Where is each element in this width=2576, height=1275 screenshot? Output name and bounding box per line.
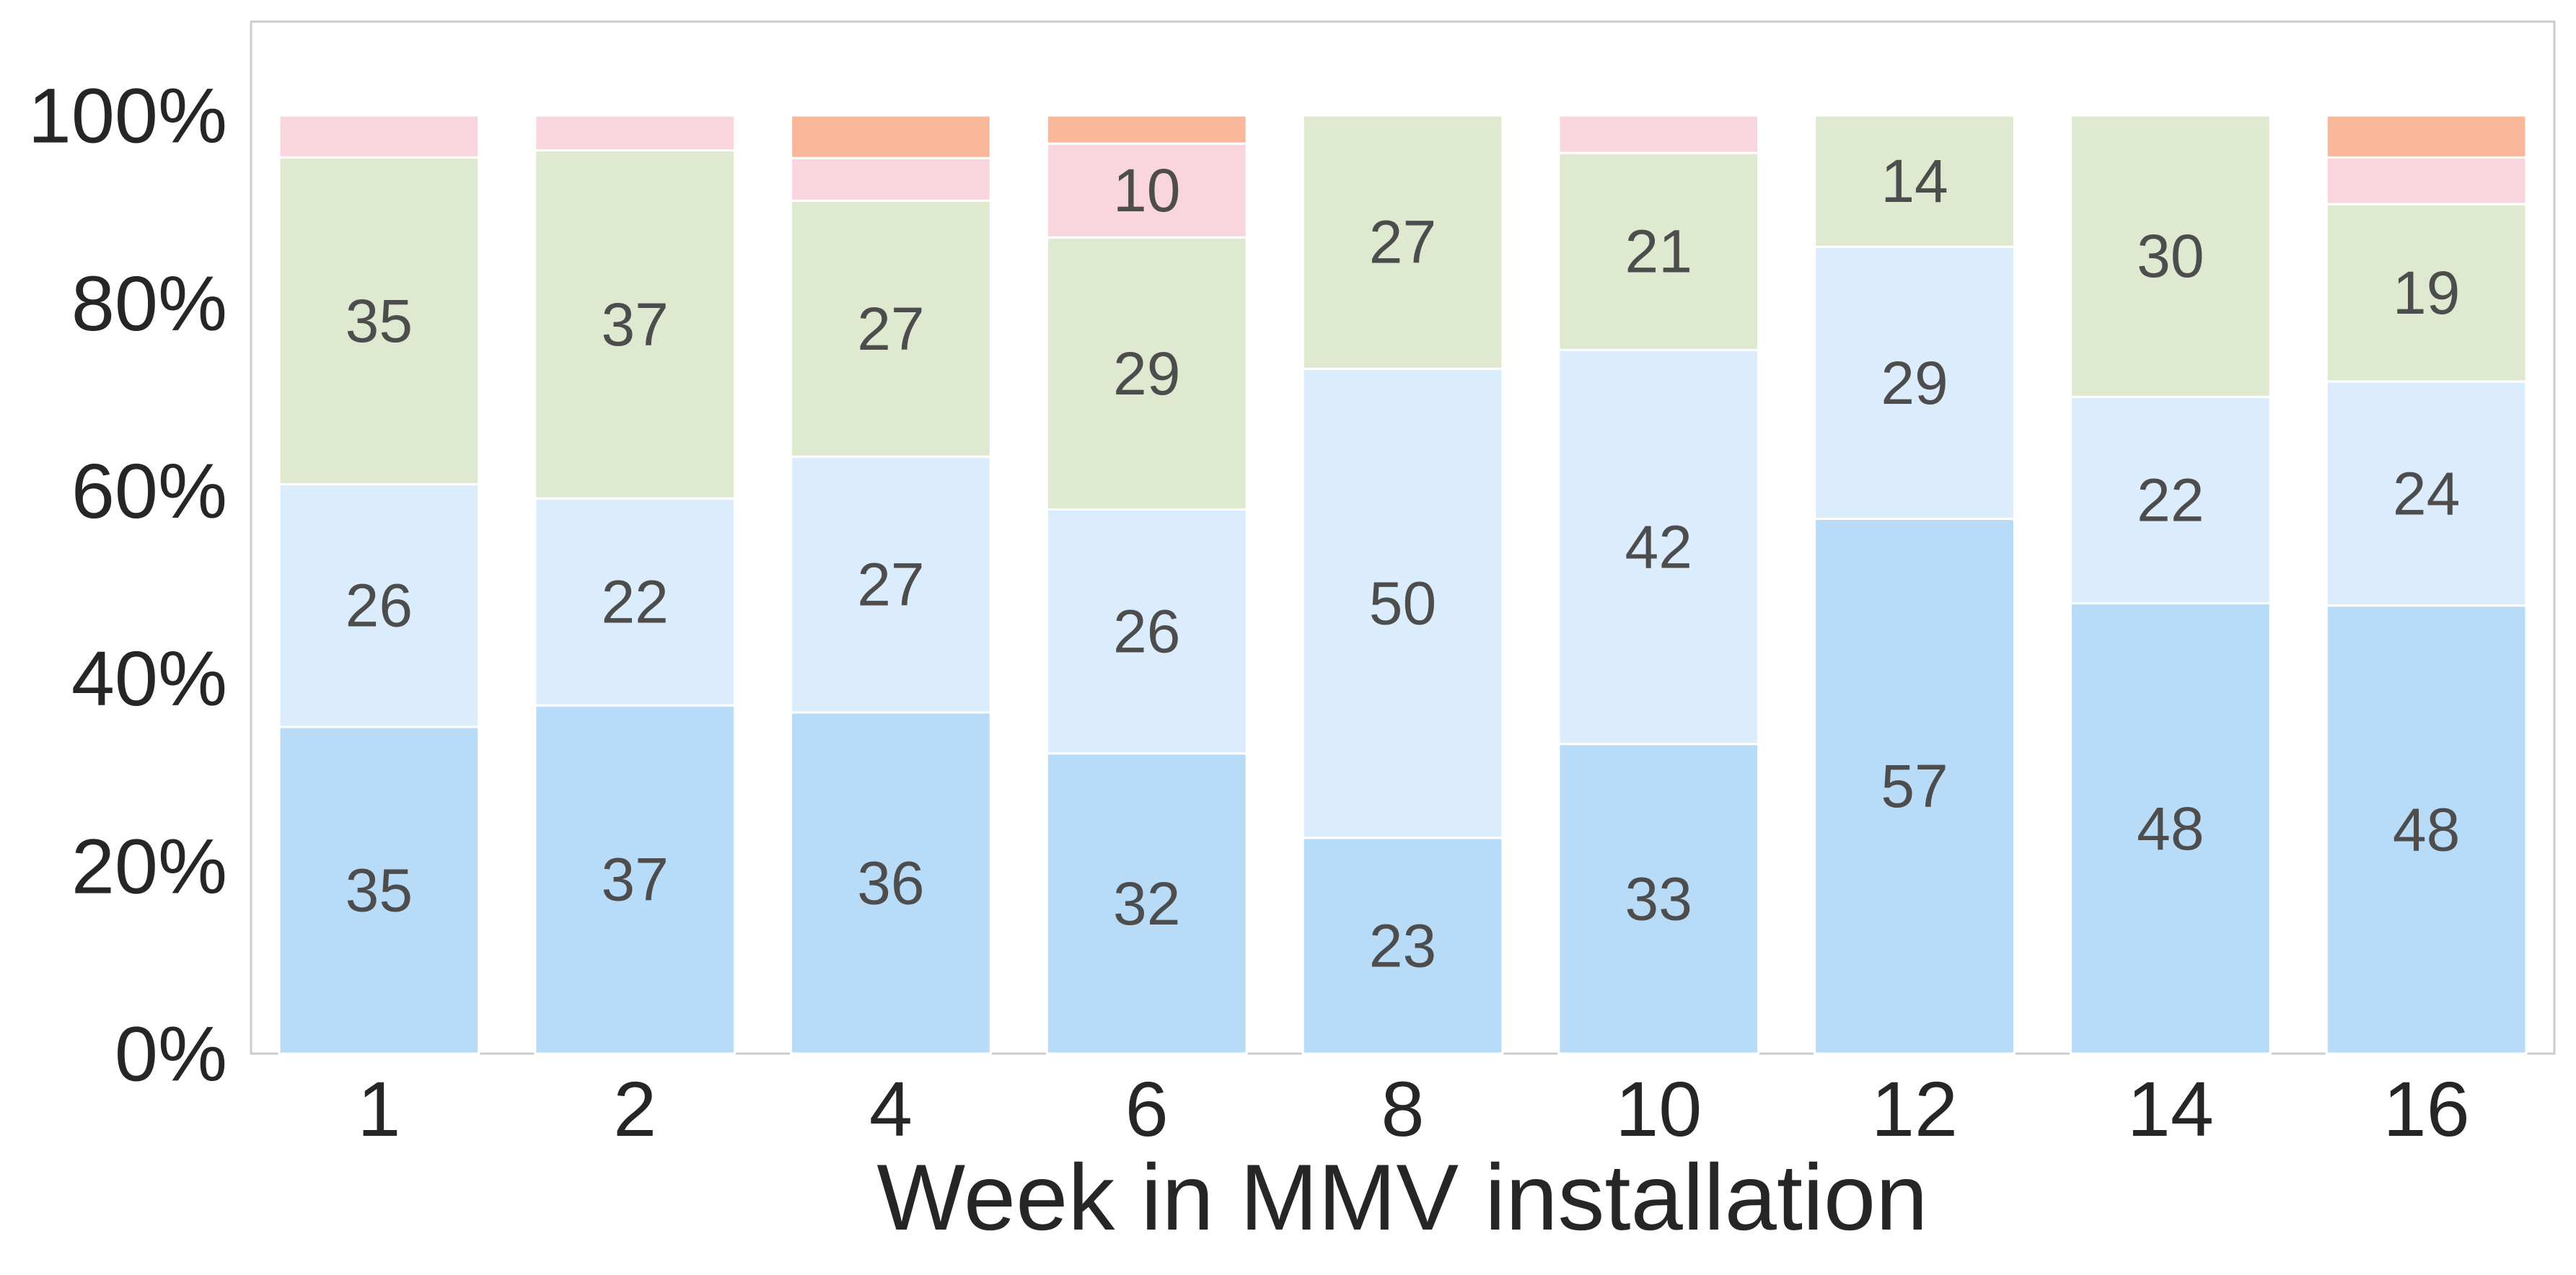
data-label-week-2-series-2: 22	[601, 568, 668, 636]
data-labels-layer: 35 26 35 37 22 37 36 27 27 32 26 29 10 23 50 27 33 42 21 57…	[346, 147, 2461, 979]
data-label-week-8-series-3: 27	[1369, 208, 1436, 276]
bar-segment-week-2-series-2	[534, 497, 737, 707]
y-tick-label-20: 20%	[71, 822, 227, 909]
bar-segment-week-2-series-3	[534, 149, 737, 500]
data-label-week-4-series-2: 27	[857, 551, 924, 619]
x-tick-label-12: 12	[1871, 1065, 1958, 1152]
y-tick-label-80: 80%	[71, 260, 227, 347]
bar-segment-week-16-series-2	[2325, 380, 2528, 607]
x-tick-label-2: 2	[613, 1065, 656, 1152]
bar-segment-week-2-series-4	[534, 114, 737, 151]
y-tick-label-40: 40%	[71, 635, 227, 722]
data-label-week-6-series-1: 32	[1113, 870, 1180, 938]
bar-segment-week-4-series-3	[790, 199, 992, 458]
bar-segment-week-16-series-5	[2325, 114, 2528, 159]
data-label-week-2-series-3: 37	[601, 291, 668, 358]
x-tick-label-16: 16	[2383, 1065, 2470, 1152]
bar-segment-week-4-series-4	[790, 156, 992, 202]
x-tick-label-14: 14	[2127, 1065, 2214, 1152]
x-tick-label-4: 4	[869, 1065, 913, 1152]
data-label-week-6-series-4: 10	[1113, 156, 1180, 224]
bar-segment-week-12-series-2	[1814, 245, 2015, 520]
data-label-week-14-series-1: 48	[2137, 795, 2204, 862]
data-label-week-8-series-1: 23	[1369, 912, 1436, 979]
data-label-week-4-series-3: 27	[857, 295, 924, 363]
bar-segment-week-1-series-4	[278, 114, 480, 159]
data-label-week-10-series-1: 33	[1625, 865, 1692, 932]
bar-segment-week-4-series-5	[790, 114, 992, 159]
bar-segment-week-6-series-5	[1045, 114, 1248, 145]
bar-segment-week-4-series-1	[790, 711, 992, 1055]
bar-segment-week-10-series-3	[1557, 151, 1760, 351]
bar-segment-week-14-series-3	[2069, 114, 2272, 398]
data-label-week-16-series-1: 48	[2393, 795, 2460, 863]
data-label-week-10-series-2: 42	[1625, 513, 1692, 581]
data-label-week-6-series-2: 26	[1113, 598, 1180, 666]
bar-segment-week-12-series-1	[1814, 517, 2015, 1055]
bar-segment-week-2-series-1	[534, 704, 737, 1055]
data-label-week-16-series-3: 19	[2393, 259, 2460, 327]
bar-segment-week-8-series-3	[1301, 114, 1504, 370]
bar-segment-week-10-series-4	[1557, 114, 1760, 154]
x-axis-title: Week in MMV installation	[876, 1144, 1927, 1250]
data-label-week-2-series-1: 37	[601, 846, 668, 914]
bar-segment-week-6-series-4	[1045, 142, 1248, 239]
data-label-week-6-series-3: 29	[1113, 340, 1180, 407]
bar-segment-week-1-series-3	[278, 156, 480, 485]
bar-segment-week-6-series-2	[1045, 508, 1248, 755]
x-tick-label-1: 1	[357, 1065, 400, 1152]
bar-segment-week-10-series-2	[1557, 348, 1760, 746]
data-label-week-8-series-2: 50	[1369, 570, 1436, 638]
data-label-week-14-series-3: 30	[2137, 222, 2204, 290]
y-tick-label-60: 60%	[71, 447, 227, 534]
y-tick-label-0: 0%	[115, 1010, 227, 1098]
bar-segment-week-4-series-2	[790, 455, 992, 714]
data-label-week-12-series-1: 57	[1881, 752, 1948, 820]
bar-segment-week-10-series-1	[1557, 743, 1760, 1055]
y-axis-ticks: 0% 20% 40% 60% 80% 100%	[28, 72, 227, 1098]
bars-layer	[278, 114, 2528, 1055]
data-label-week-1-series-2: 26	[346, 572, 413, 640]
data-label-week-12-series-2: 29	[1881, 349, 1948, 417]
bar-segment-week-14-series-1	[2069, 602, 2272, 1055]
bar-segment-week-6-series-1	[1045, 752, 1248, 1055]
bar-segment-week-16-series-3	[2325, 203, 2528, 383]
data-label-week-10-series-3: 21	[1625, 218, 1692, 286]
x-tick-label-10: 10	[1615, 1065, 1702, 1152]
y-tick-label-100: 100%	[28, 72, 227, 159]
bar-segment-week-16-series-1	[2325, 604, 2528, 1055]
data-label-week-1-series-1: 35	[346, 856, 413, 924]
data-label-week-12-series-3: 14	[1881, 147, 1948, 215]
bar-segment-week-8-series-1	[1301, 837, 1504, 1055]
bar-segment-week-12-series-3	[1814, 114, 2015, 248]
x-tick-label-6: 6	[1125, 1065, 1169, 1152]
bar-segment-week-6-series-3	[1045, 236, 1248, 511]
bar-segment-week-8-series-2	[1301, 367, 1504, 839]
bar-segment-week-1-series-1	[278, 725, 480, 1055]
data-label-week-14-series-2: 22	[2137, 466, 2204, 534]
data-label-week-16-series-2: 24	[2393, 459, 2460, 527]
data-label-week-4-series-1: 36	[857, 849, 924, 917]
x-axis-ticks: 1 2 4 6 8 10 12 14 16	[357, 1065, 2469, 1152]
data-label-week-1-series-3: 35	[346, 287, 413, 355]
x-tick-label-8: 8	[1381, 1065, 1424, 1152]
bar-segment-week-16-series-4	[2325, 156, 2528, 206]
